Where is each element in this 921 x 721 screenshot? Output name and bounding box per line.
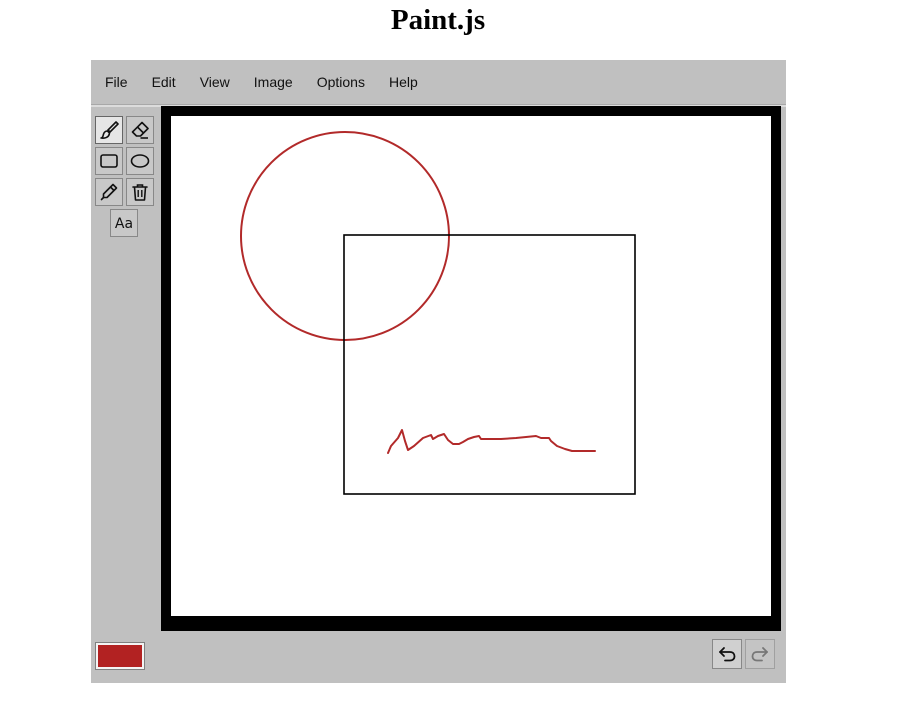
eyedropper-icon: [100, 183, 118, 201]
paint-app: File Edit View Image Options Help: [91, 60, 786, 683]
menu-image[interactable]: Image: [253, 74, 293, 90]
eraser-tool-button[interactable]: [126, 116, 154, 144]
menu-bar: File Edit View Image Options Help: [91, 60, 786, 104]
menu-options[interactable]: Options: [316, 74, 365, 90]
canvas-drawing: [240, 131, 636, 495]
clear-tool-button[interactable]: [126, 178, 154, 206]
color-picker-tool-button[interactable]: [95, 178, 123, 206]
canvas-frame: [161, 106, 781, 631]
eraser-icon: [131, 121, 149, 139]
ellipse-icon: [130, 154, 150, 168]
trash-icon: [132, 184, 148, 201]
redo-button[interactable]: [745, 639, 775, 669]
menu-divider: [91, 104, 786, 107]
text-tool-button[interactable]: Aa: [110, 209, 138, 237]
text-icon: Aa: [115, 216, 133, 232]
undo-button[interactable]: [712, 639, 742, 669]
rectangle-tool-button[interactable]: [95, 147, 123, 175]
redo-icon: [751, 647, 768, 662]
ellipse-tool-button[interactable]: [126, 147, 154, 175]
drawing-canvas[interactable]: [171, 116, 771, 616]
menu-file[interactable]: File: [105, 74, 128, 90]
menu-view[interactable]: View: [199, 74, 230, 90]
drawn-freehand-stroke: [387, 429, 596, 454]
text-tool-glyph: Aa: [115, 216, 133, 232]
menu-edit[interactable]: Edit: [151, 74, 176, 90]
brush-icon: [100, 121, 119, 139]
page-title: Paint.js: [390, 4, 486, 36]
brush-tool-button[interactable]: [95, 116, 123, 144]
undo-icon: [719, 647, 736, 662]
current-color-swatch[interactable]: [95, 642, 145, 670]
rectangle-icon: [100, 154, 118, 168]
menu-help[interactable]: Help: [388, 74, 418, 90]
bottom-bar: [91, 635, 786, 683]
drawn-circle: [240, 131, 450, 341]
drawn-rectangle: [343, 234, 636, 495]
